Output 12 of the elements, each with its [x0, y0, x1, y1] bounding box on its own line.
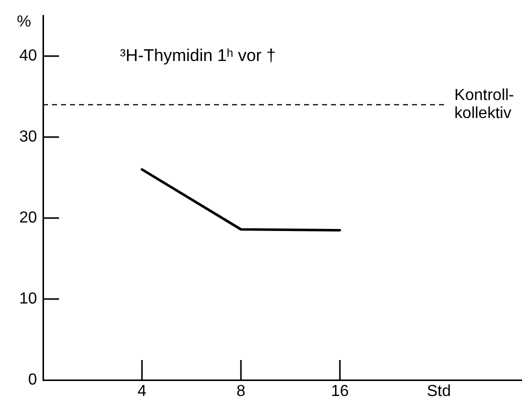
x-tick-label: 8 [236, 383, 246, 400]
ref-line-label: Kontroll- kollektiv [454, 87, 514, 122]
y-tick-label: 30 [19, 128, 38, 146]
y-axis-title: % [16, 13, 32, 30]
x-axis-title: Std [426, 383, 451, 400]
y-tick-label: 20 [19, 209, 38, 226]
y-tick-label: 40 [19, 47, 38, 64]
x-tick-label: 4 [138, 383, 147, 400]
text: ³H-Thymidin 1ʰ vor † [120, 46, 276, 65]
y-tick-label: 10 [19, 290, 38, 308]
x-tick-label: 16 [331, 383, 349, 400]
y-tick-label: 0 [28, 371, 38, 388]
